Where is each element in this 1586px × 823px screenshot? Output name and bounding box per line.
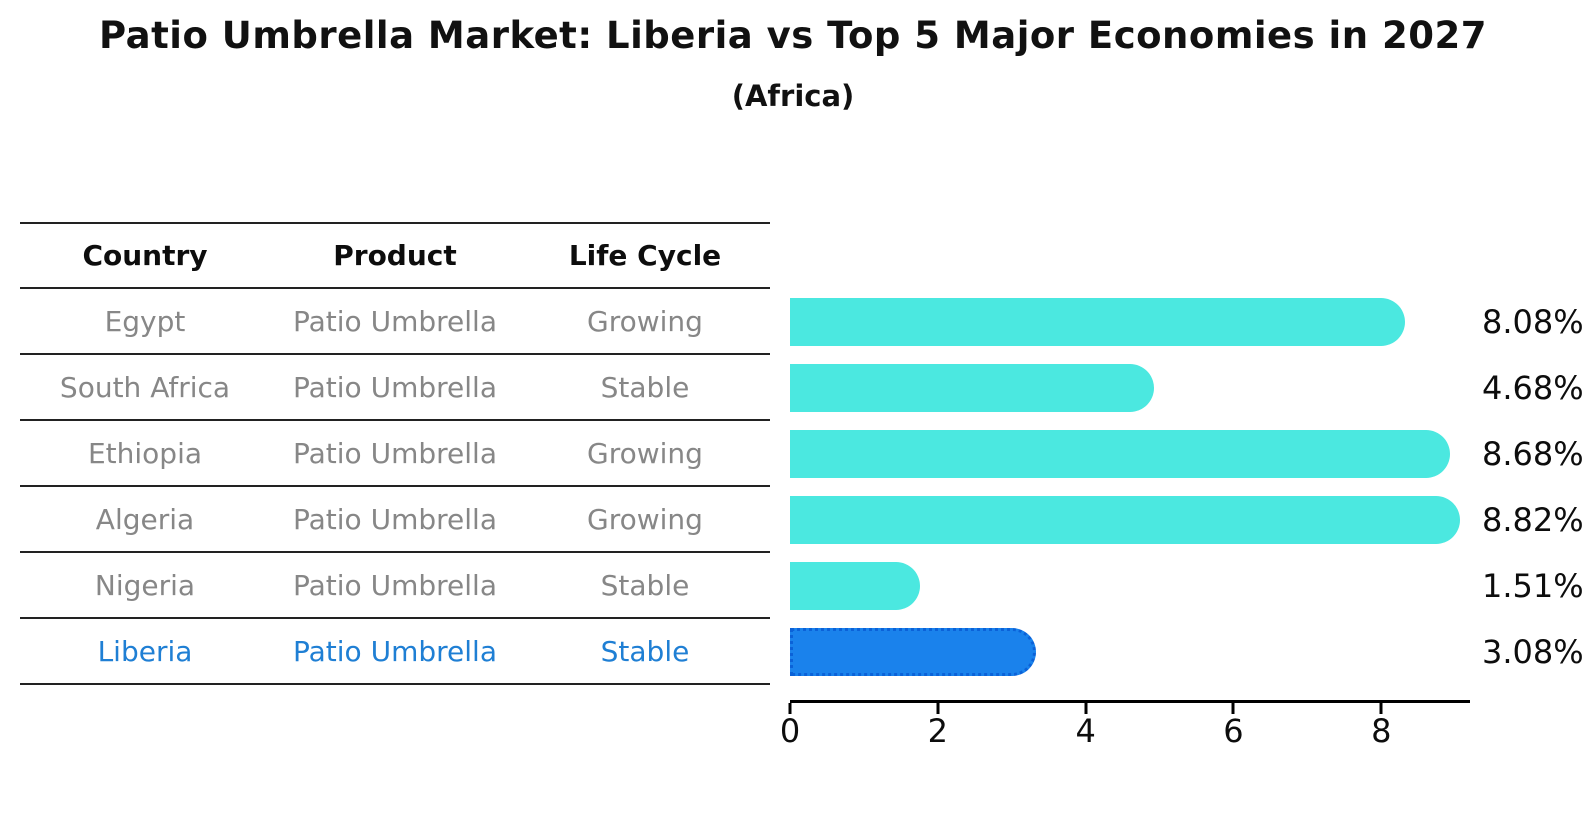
column-header-country: Country xyxy=(82,239,208,272)
value-label-spacer xyxy=(1482,222,1586,289)
product-cell: Patio Umbrella xyxy=(293,634,497,668)
x-axis-tick-label: 4 xyxy=(1075,712,1096,750)
bar-track xyxy=(790,553,1470,619)
product-cell: Patio Umbrella xyxy=(293,502,497,536)
bar-track xyxy=(790,487,1470,553)
table-row: Liberia Patio Umbrella Stable 3.08% xyxy=(20,619,1586,685)
country-cell: Ethiopia xyxy=(87,436,203,470)
chart-title: Patio Umbrella Market: Liberia vs Top 5 … xyxy=(99,14,1487,57)
bar-track xyxy=(790,619,1470,685)
x-axis-line xyxy=(790,700,1470,703)
value-bar xyxy=(790,364,1154,412)
column-header-life-cycle: Life Cycle xyxy=(568,239,722,272)
value-label: 3.08% xyxy=(1482,633,1584,671)
table-row: Nigeria Patio Umbrella Stable 1.51% xyxy=(20,553,1586,619)
x-axis: 0 2 4 6 8 xyxy=(780,700,1470,760)
value-bar xyxy=(790,562,920,610)
value-bar xyxy=(790,298,1406,346)
x-axis-tick xyxy=(1379,703,1383,714)
life-cycle-cell: Stable xyxy=(600,370,690,404)
life-cycle-cell: Stable xyxy=(600,634,690,668)
product-cell: Patio Umbrella xyxy=(293,304,497,338)
country-cell: Liberia xyxy=(97,634,193,668)
bar-track xyxy=(790,421,1470,487)
life-cycle-cell: Growing xyxy=(587,436,703,470)
value-label: 4.68% xyxy=(1482,369,1584,407)
table-row: Ethiopia Patio Umbrella Growing 8.68% xyxy=(20,421,1586,487)
x-axis-tick xyxy=(936,703,940,714)
column-header-product: Product xyxy=(333,239,457,272)
country-cell: Nigeria xyxy=(94,568,196,602)
chart-subtitle: (Africa) xyxy=(731,79,855,113)
value-label: 1.51% xyxy=(1482,567,1584,605)
country-cell: Egypt xyxy=(104,304,186,338)
table-row: South Africa Patio Umbrella Stable 4.68% xyxy=(20,355,1586,421)
country-cell: South Africa xyxy=(59,370,231,404)
x-axis-tick xyxy=(1084,703,1088,714)
x-axis-tick-label: 2 xyxy=(927,712,948,750)
x-axis-tick xyxy=(1231,703,1235,714)
value-label: 8.08% xyxy=(1482,303,1584,341)
value-label: 8.82% xyxy=(1482,501,1584,539)
country-cell: Algeria xyxy=(95,502,195,536)
life-cycle-cell: Stable xyxy=(600,568,690,602)
product-cell: Patio Umbrella xyxy=(293,568,497,602)
x-axis-tick xyxy=(788,703,792,714)
x-axis-tick-label: 6 xyxy=(1223,712,1244,750)
table-header-row: Country Product Life Cycle xyxy=(20,222,1586,289)
product-cell: Patio Umbrella xyxy=(293,436,497,470)
value-label: 8.68% xyxy=(1482,435,1584,473)
bar-track xyxy=(790,289,1470,355)
x-axis-tick-label: 8 xyxy=(1371,712,1392,750)
bar-track-header-spacer xyxy=(790,222,1470,289)
life-cycle-cell: Growing xyxy=(587,304,703,338)
highlight-value-bar xyxy=(790,628,1036,676)
comparison-table: Country Product Life Cycle Egypt Patio Um… xyxy=(20,222,1586,685)
table-row: Egypt Patio Umbrella Growing 8.08% xyxy=(20,289,1586,355)
value-bar xyxy=(790,496,1460,544)
table-row: Algeria Patio Umbrella Growing 8.82% xyxy=(20,487,1586,553)
value-bar xyxy=(790,430,1450,478)
x-axis-tick-label: 0 xyxy=(779,712,801,750)
bar-track xyxy=(790,355,1470,421)
life-cycle-cell: Growing xyxy=(587,502,703,536)
product-cell: Patio Umbrella xyxy=(293,370,497,404)
